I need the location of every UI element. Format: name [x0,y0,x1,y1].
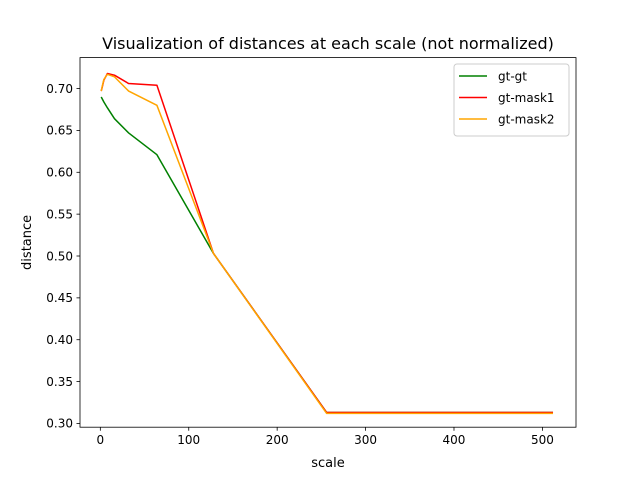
legend: gt-gt gt-mask1 gt-mask2 [453,63,570,137]
y-tick-label: 0.60 [46,166,73,180]
legend-label: gt-mask2 [498,113,555,127]
series-line-gt-gt [100,96,554,414]
x-tick-label: 200 [266,433,289,447]
legend-label: gt-gt [498,70,527,84]
y-axis-ticks: 0.30 0.35 0.40 0.45 0.50 0.55 0.60 0.65 0.70 [46,82,80,431]
plot-lines [100,72,554,415]
legend-label: gt-mask1 [498,91,555,105]
plot-frame [79,57,577,428]
x-tick-label: 100 [177,433,200,447]
y-tick-label: 0.45 [46,291,73,305]
y-tick-label: 0.40 [46,333,73,347]
x-axis-label: scale [311,456,345,471]
y-tick-label: 0.35 [46,375,73,389]
y-tick-label: 0.30 [46,417,73,431]
x-axis-ticks: 0 100 200 300 400 500 [97,427,554,447]
x-tick-label: 400 [443,433,466,447]
y-tick-label: 0.55 [46,207,73,221]
x-tick-label: 0 [97,433,105,447]
chart-title: Visualization of distances at each scale… [102,34,554,53]
series-line-gt-mask2 [100,73,554,415]
y-tick-label: 0.65 [46,124,73,138]
y-tick-label: 0.50 [46,249,73,263]
legend-box [453,63,570,137]
y-axis-label: distance [20,215,35,270]
x-tick-label: 500 [531,433,554,447]
y-tick-label: 0.70 [46,82,73,96]
x-tick-label: 300 [354,433,377,447]
